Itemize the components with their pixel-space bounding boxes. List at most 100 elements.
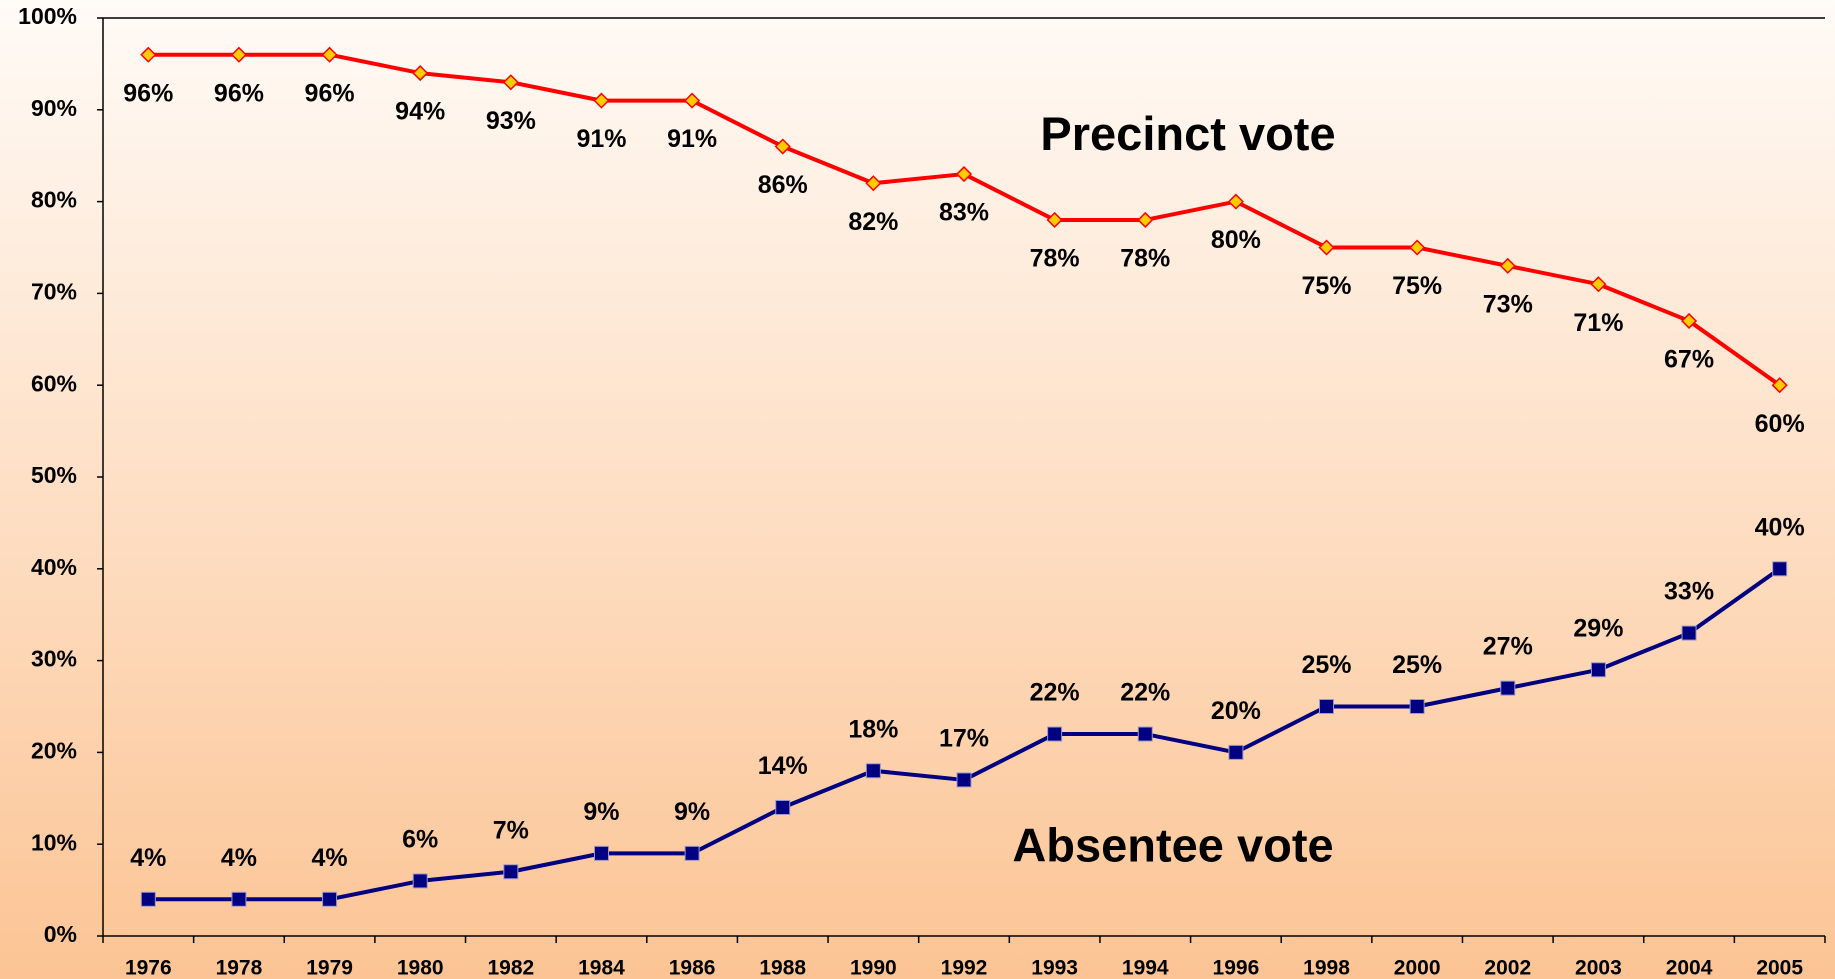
- marker: [684, 845, 700, 861]
- data-label: 17%: [939, 725, 989, 753]
- marker: [412, 873, 428, 889]
- data-label: 29%: [1573, 614, 1623, 642]
- x-tick-label: 1980: [397, 957, 444, 979]
- data-label: 9%: [674, 798, 710, 826]
- data-label: 91%: [667, 125, 717, 153]
- marker: [1137, 726, 1153, 742]
- data-label: 73%: [1483, 290, 1533, 318]
- marker: [593, 845, 609, 861]
- marker: [1046, 211, 1063, 229]
- x-tick-label: 1994: [1122, 957, 1169, 979]
- data-label: 86%: [758, 171, 808, 199]
- data-label: 82%: [848, 208, 898, 236]
- y-tick-label: 60%: [31, 370, 77, 396]
- x-tick-label: 1993: [1031, 957, 1078, 979]
- y-tick-label: 100%: [18, 3, 77, 29]
- series-annotation: Precinct vote: [1040, 107, 1335, 160]
- data-label: 96%: [123, 79, 173, 107]
- marker: [321, 46, 338, 63]
- x-tick-label: 2000: [1394, 957, 1441, 979]
- marker: [865, 763, 881, 779]
- y-tick-label: 30%: [31, 646, 77, 672]
- data-label: 93%: [486, 107, 536, 135]
- marker: [1772, 561, 1788, 577]
- marker: [593, 92, 610, 109]
- data-label: 83%: [939, 199, 989, 227]
- marker: [231, 891, 247, 907]
- marker: [322, 891, 338, 907]
- x-tick-label: 1998: [1303, 957, 1350, 979]
- marker: [1319, 699, 1335, 714]
- marker: [1047, 726, 1063, 742]
- data-label: 91%: [576, 125, 626, 153]
- marker: [1137, 211, 1154, 229]
- data-label: 75%: [1392, 272, 1442, 300]
- data-label: 96%: [214, 79, 264, 107]
- data-label: 60%: [1755, 410, 1805, 438]
- x-tick-label: 1982: [487, 957, 534, 979]
- marker: [1500, 680, 1516, 696]
- data-label: 33%: [1664, 578, 1714, 606]
- x-tick-label: 1990: [850, 957, 897, 979]
- x-tick-label: 1979: [306, 957, 353, 979]
- x-tick-label: 1992: [941, 957, 988, 979]
- data-label: 71%: [1573, 309, 1623, 337]
- marker: [140, 891, 156, 907]
- marker: [865, 175, 882, 192]
- marker: [502, 74, 519, 91]
- marker: [1409, 239, 1426, 256]
- data-label: 25%: [1302, 651, 1352, 679]
- x-tick-label: 2002: [1484, 957, 1531, 979]
- data-label: 80%: [1211, 226, 1261, 254]
- x-tick-label: 1988: [759, 957, 806, 979]
- series-annotation: Absentee vote: [1012, 819, 1333, 872]
- marker: [955, 165, 973, 183]
- marker: [1680, 312, 1698, 330]
- y-tick-label: 90%: [31, 95, 77, 121]
- data-label: 78%: [1030, 245, 1080, 273]
- data-label: 20%: [1211, 697, 1261, 725]
- marker: [1681, 625, 1697, 641]
- data-label: 22%: [1030, 679, 1080, 707]
- marker: [1409, 699, 1425, 714]
- marker: [774, 138, 791, 155]
- y-tick-label: 20%: [31, 737, 77, 763]
- marker: [1590, 276, 1607, 293]
- marker: [1227, 193, 1244, 210]
- marker: [1228, 744, 1244, 760]
- y-tick-label: 40%: [31, 554, 77, 580]
- y-tick-label: 0%: [44, 921, 77, 947]
- marker: [1771, 377, 1788, 394]
- data-label: 27%: [1483, 633, 1533, 661]
- marker: [412, 65, 429, 82]
- data-label: 4%: [312, 844, 348, 872]
- data-label: 4%: [221, 844, 257, 872]
- marker: [775, 799, 791, 815]
- marker: [956, 772, 972, 788]
- x-tick-label: 1978: [216, 957, 263, 979]
- marker: [503, 864, 519, 880]
- y-tick-label: 50%: [31, 462, 77, 488]
- x-tick-label: 2004: [1666, 957, 1713, 979]
- data-label: 25%: [1392, 651, 1442, 679]
- x-tick-label: 1986: [669, 957, 716, 979]
- data-label: 18%: [848, 715, 898, 743]
- data-label: 40%: [1755, 513, 1805, 541]
- data-label: 7%: [493, 816, 529, 844]
- data-label: 22%: [1120, 679, 1170, 707]
- data-label: 14%: [758, 752, 808, 780]
- data-label: 67%: [1664, 346, 1714, 374]
- data-label: 4%: [130, 844, 166, 872]
- data-label: 96%: [305, 79, 355, 107]
- x-tick-label: 1976: [125, 957, 172, 979]
- marker: [230, 46, 248, 63]
- marker: [1318, 239, 1335, 256]
- y-tick-label: 80%: [31, 187, 77, 213]
- x-tick-label: 1996: [1213, 957, 1260, 979]
- marker: [1590, 662, 1606, 678]
- marker: [140, 46, 157, 63]
- y-tick-label: 70%: [31, 278, 77, 304]
